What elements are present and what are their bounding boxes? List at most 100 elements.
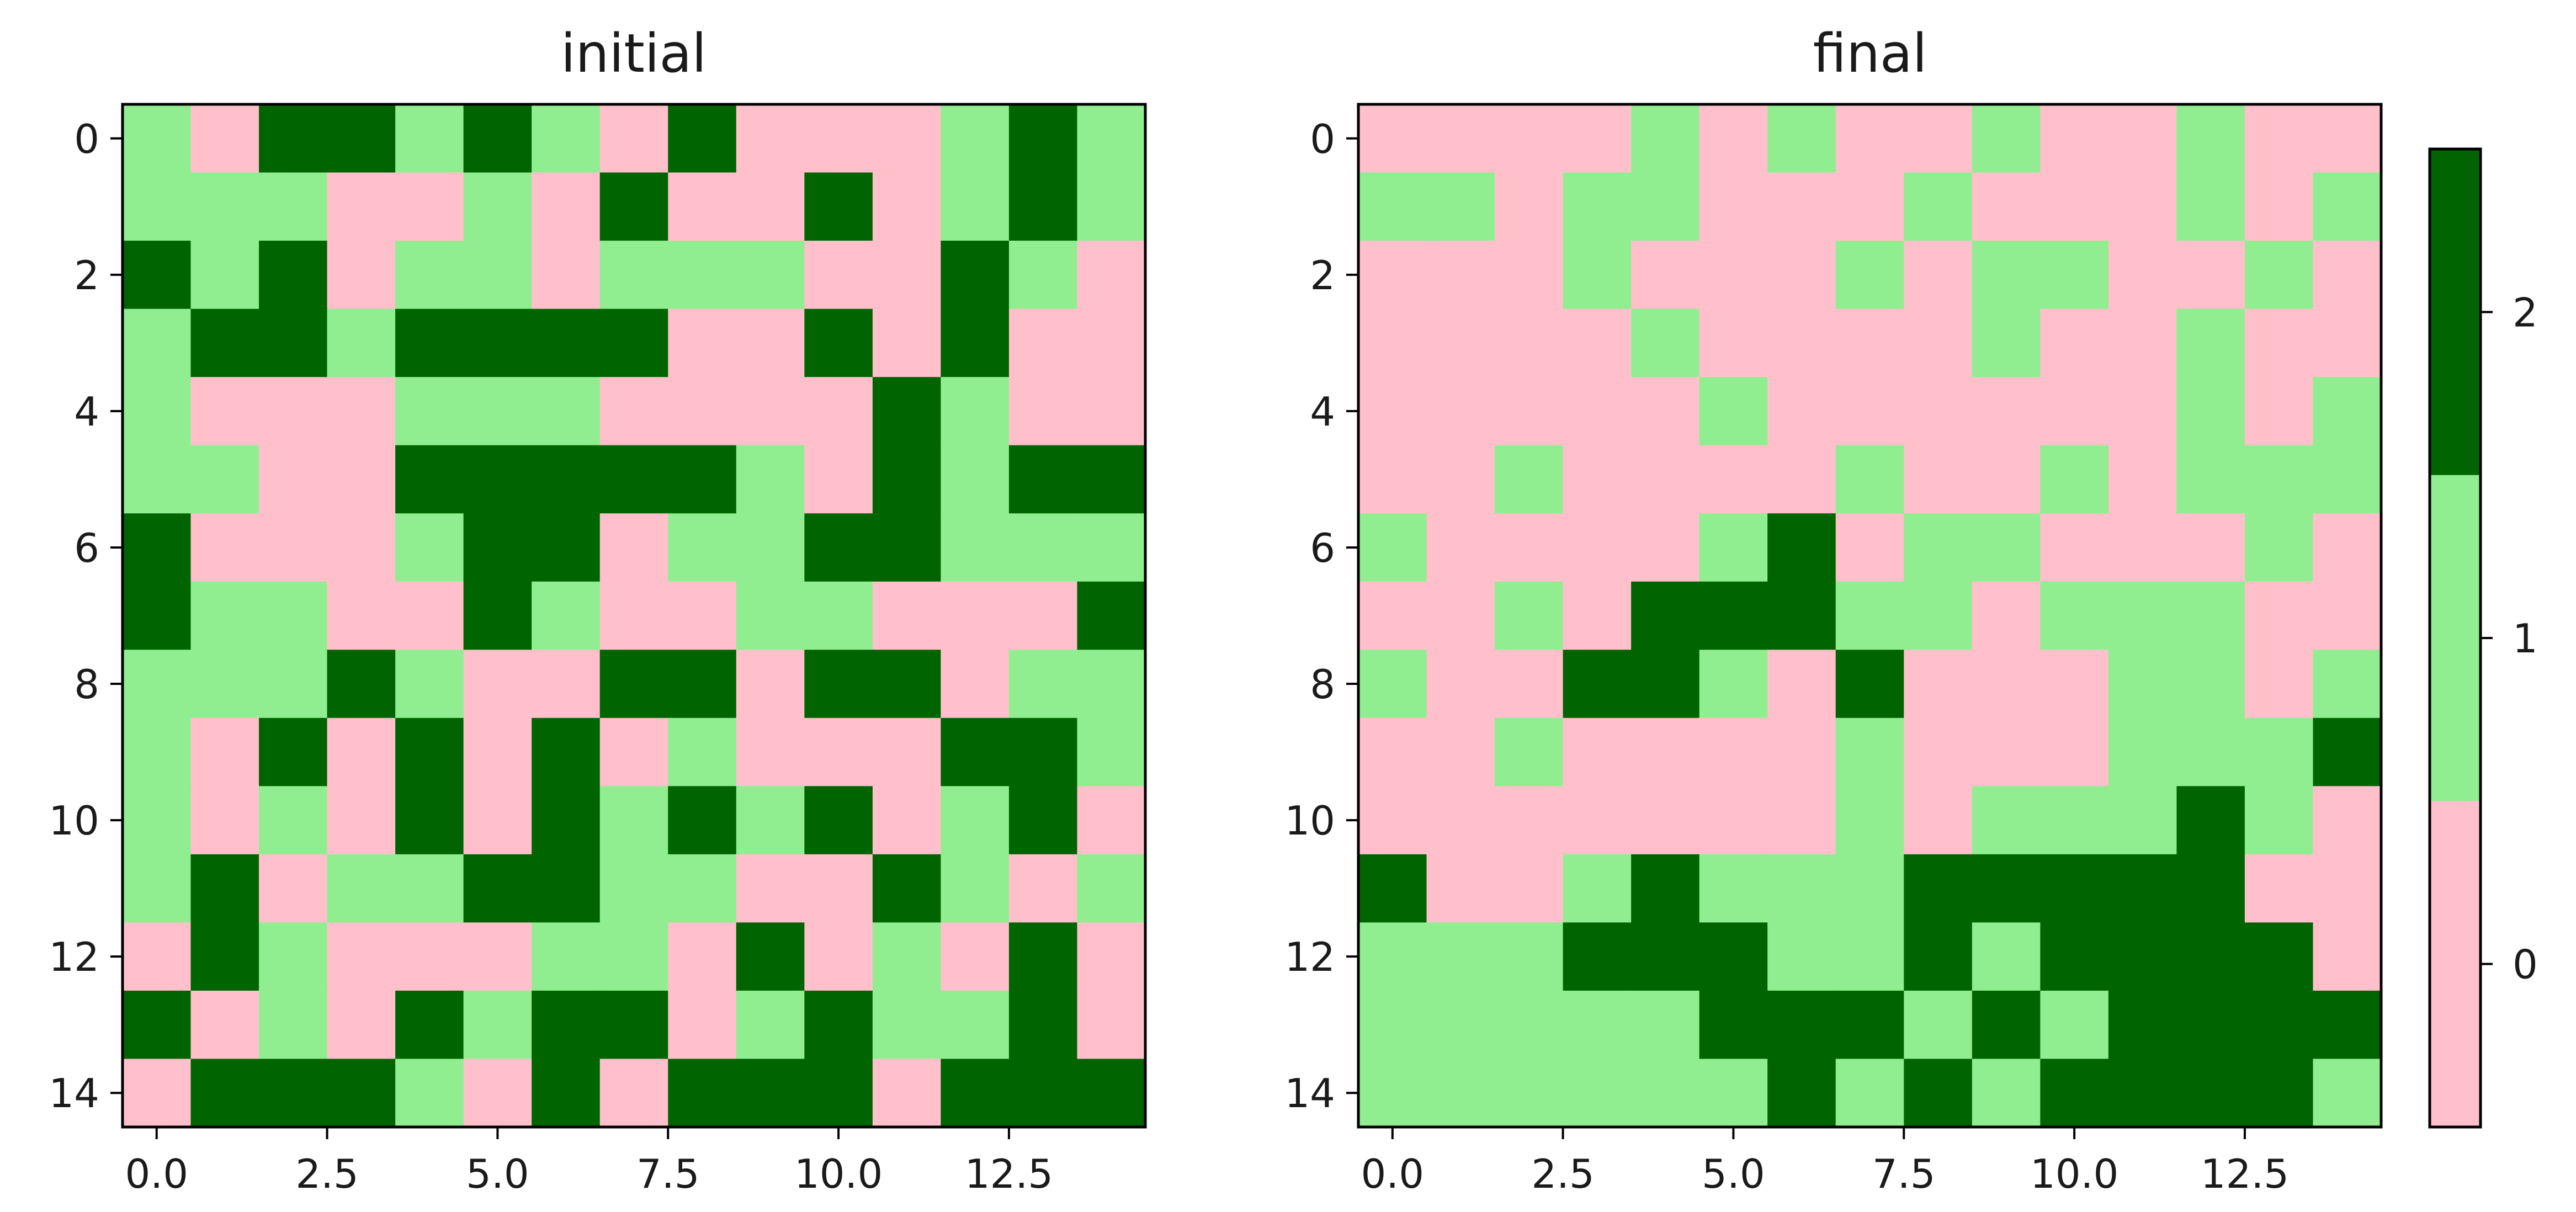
heatmap-cell [1426,786,1495,855]
heatmap-cell [1426,241,1495,310]
heatmap-cell [1077,513,1146,582]
heatmap-cell [2176,1059,2245,1128]
heatmap-cell [1835,309,1905,378]
y-tick-label: 4 [1310,389,1335,435]
colorbar-tick-label: 1 [2513,615,2538,662]
heatmap-cell [1358,854,1427,923]
heatmap-cell [2244,241,2314,310]
heatmap-cell [1563,309,1632,378]
heatmap-cell [1563,786,1632,855]
heatmap-cell [736,445,805,514]
x-tick-label: 5.0 [466,1151,529,1197]
heatmap-cell [1077,717,1146,787]
heatmap-cell [190,513,259,582]
heatmap-cell [736,377,805,446]
heatmap-cell [123,445,192,514]
heatmap-cell [941,309,1010,378]
heatmap-cell [259,650,328,719]
heatmap-cell [668,309,737,378]
heatmap-cell [2176,854,2245,923]
heatmap-cell [1563,990,1632,1060]
heatmap-cell [1835,445,1905,514]
heatmap-cell [1631,581,1700,651]
heatmap-cell [259,309,328,378]
colorbar-segment [2430,149,2481,476]
heatmap-cell [327,104,396,173]
heatmap-cell [2040,854,2109,923]
heatmap-cell [463,922,532,991]
heatmap-cell [941,990,1010,1060]
y-tick-label: 10 [1284,798,1335,844]
heatmap-cell [1631,922,1700,991]
heatmap-cell [2040,445,2109,514]
heatmap-cell [872,922,942,991]
heatmap-cell [1835,241,1905,310]
heatmap-cell [668,172,737,241]
heatmap-cell [1835,104,1905,173]
heatmap-cell [395,172,464,241]
initial-title: initial [561,23,707,84]
heatmap-cell [123,786,192,855]
heatmap-cell [1563,377,1632,446]
heatmap-cell [872,172,942,241]
heatmap-cell [2244,854,2314,923]
heatmap-cell [2040,922,2109,991]
heatmap-cell [463,513,532,582]
heatmap-cell [2040,104,2109,173]
heatmap-cell [2040,377,2109,446]
heatmap-cell [668,990,737,1060]
heatmap-cell [736,172,805,241]
heatmap-cell [2244,377,2314,446]
heatmap-cell [259,1059,328,1128]
heatmap-cell [1904,172,1973,241]
heatmap-cell [190,581,259,651]
heatmap-cell [395,104,464,173]
heatmap-cell [123,717,192,787]
heatmap-cell [1563,1059,1632,1128]
heatmap-cell [463,717,532,787]
heatmap-cell [804,309,873,378]
heatmap-cell [532,1059,601,1128]
heatmap-cell [327,377,396,446]
heatmap-cell [1563,650,1632,719]
heatmap-cell [259,172,328,241]
heatmap-cell [599,854,669,923]
colorbar-tick-label: 2 [2513,289,2538,336]
heatmap-cell [1563,581,1632,651]
heatmap-cell [599,650,669,719]
x-tick-label: 12.5 [965,1151,1053,1197]
heatmap-cell [259,922,328,991]
heatmap-cell [327,581,396,651]
heatmap-cell [1767,1059,1836,1128]
heatmap-cell [2040,990,2109,1060]
heatmap-cell [2244,922,2314,991]
heatmap-cell [1904,650,1973,719]
heatmap-cell [1904,309,1973,378]
heatmap-cell [1904,922,1973,991]
heatmap-cell [327,513,396,582]
heatmap-cell [2176,309,2245,378]
heatmap-cell [395,445,464,514]
heatmap-cell [804,513,873,582]
heatmap-cell [2313,445,2382,514]
heatmap-cell [941,717,1010,787]
heatmap-cell [532,650,601,719]
x-tick-label: 12.5 [2201,1151,2289,1197]
heatmap-cell [1972,241,2041,310]
heatmap-cell [2176,172,2245,241]
heatmap-cell [2040,1059,2109,1128]
heatmap-cell [2244,513,2314,582]
heatmap-cell [1699,513,1768,582]
heatmap-cell [2040,513,2109,582]
heatmap-cell [190,172,259,241]
heatmap-cell [190,309,259,378]
heatmap-cell [1077,445,1146,514]
heatmap-cell [668,854,737,923]
x-tick-label: 2.5 [1531,1151,1595,1197]
heatmap-cell [1835,650,1905,719]
y-tick-label: 12 [49,934,99,980]
heatmap-cell [1495,786,1564,855]
heatmap-cell [123,1059,192,1128]
heatmap-cell [2244,309,2314,378]
heatmap-cell [2108,581,2177,651]
